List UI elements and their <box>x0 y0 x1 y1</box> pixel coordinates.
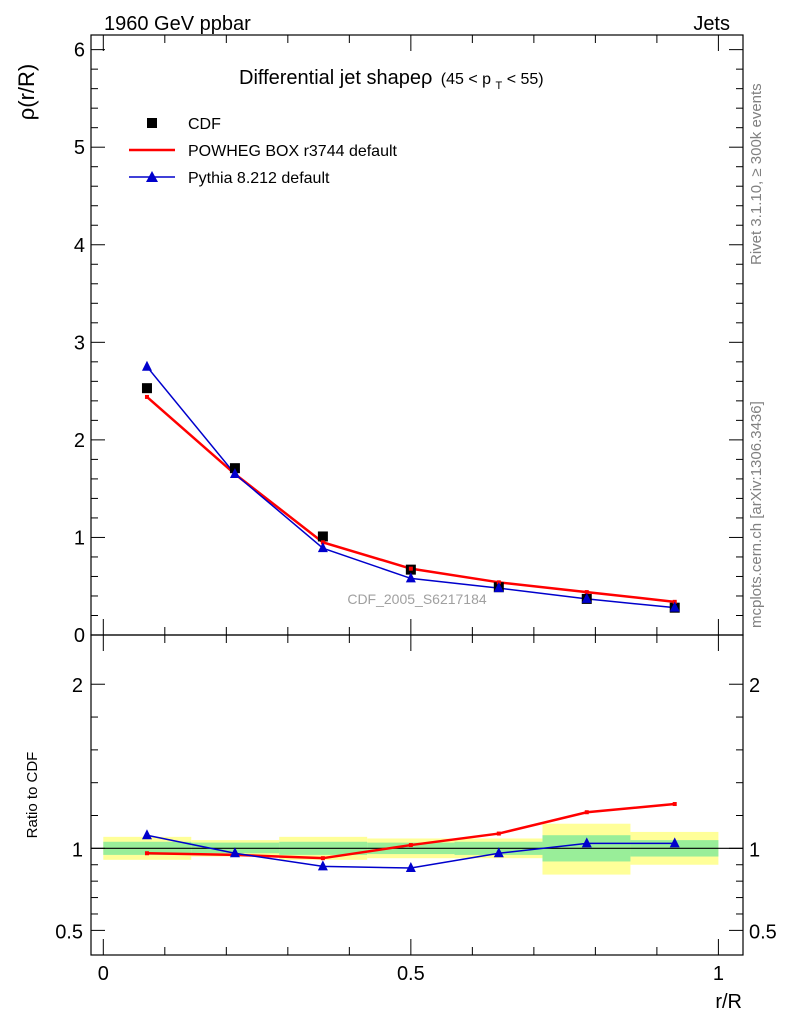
powheg-ratio-point <box>672 802 677 807</box>
main-ylabel: ρ(r/R) <box>14 64 39 121</box>
pythia-point <box>493 582 504 593</box>
main-ytick-label: 6 <box>74 40 85 62</box>
main-ytick-label: 5 <box>74 137 85 159</box>
ratio-ytick-label-right: 1 <box>749 839 760 861</box>
legend-cdf-label: CDF <box>188 116 221 133</box>
main-ytick-label: 3 <box>74 332 85 354</box>
pythia-ratio-point <box>141 829 152 840</box>
pythia-point <box>405 572 416 583</box>
pythia-ratio-point <box>581 837 592 848</box>
header-right: Jets <box>693 13 730 35</box>
pythia-ratio-point <box>493 847 504 858</box>
pythia-point <box>669 601 680 612</box>
pythia-ratio-point <box>405 862 416 873</box>
ratio-ytick-label-left: 2 <box>72 675 83 697</box>
main-ytick-label: 2 <box>74 430 85 452</box>
pythia-ratio-point <box>229 847 240 858</box>
ratio-xtick-label: 1 <box>713 963 724 985</box>
main-ytick-label: 4 <box>74 235 85 257</box>
pythia-point <box>317 542 328 553</box>
pythia-point <box>581 592 592 603</box>
ratio-ytick-label-right: 2 <box>749 675 760 697</box>
main-panel: 0 1 2 3 4 5 6 ρ(r/R) Differential jet shapeρ (… <box>14 34 744 647</box>
pythia-point <box>229 468 240 479</box>
main-title: Differential jet shapeρ (45 < p T < 55) <box>239 67 544 93</box>
legend-cdf-marker <box>147 118 157 128</box>
powheg-ratio-point <box>144 851 149 856</box>
main-ytick-label: 1 <box>74 527 85 549</box>
ratio-xtick-label: 0 <box>98 963 109 985</box>
cdf-point <box>141 383 152 394</box>
powheg-point <box>144 394 149 399</box>
pythia-point <box>141 360 152 371</box>
side-label-bottom: mcplots.cern.ch [arXiv:1306.3436] <box>748 401 765 628</box>
ratio-ylabel: Ratio to CDF <box>24 752 41 839</box>
cdf-point <box>317 531 328 542</box>
powheg-ratio-point <box>408 843 413 848</box>
side-label-top: Rivet 3.1.10, ≥ 300k events <box>748 83 765 265</box>
ratio-xlabel: r/R <box>715 991 742 1013</box>
ratio-xtick-label: 0.5 <box>397 963 425 985</box>
header-left: 1960 GeV ppbar <box>104 13 251 35</box>
powheg-ratio-point <box>320 856 325 861</box>
ratio-ytick-label-right: 0.5 <box>749 921 777 943</box>
main-ytick-label: 0 <box>74 625 85 647</box>
legend-pythia-marker <box>146 171 158 182</box>
powheg-point <box>584 590 589 595</box>
ratio-frame <box>90 634 744 956</box>
pythia-ratio-point <box>317 860 328 871</box>
powheg-ratio-point <box>496 831 501 836</box>
ratio-panel: 0.5 0.5 1 1 2 2 0 0.5 1 Ratio to CDF r/R <box>24 634 777 1013</box>
legend-powheg-label: POWHEG BOX r3744 default <box>188 143 398 160</box>
pythia-ratio-point <box>669 837 680 848</box>
legend-pythia-label: Pythia 8.212 default <box>188 170 330 187</box>
ratio-ytick-label-left: 0.5 <box>55 921 83 943</box>
powheg-point <box>408 566 413 571</box>
powheg-ratio-point <box>584 810 589 815</box>
analysis-label: CDF_2005_S6217184 <box>347 591 487 607</box>
ratio-ytick-label-left: 1 <box>72 839 83 861</box>
legend: CDF POWHEG BOX r3744 default Pythia 8.21… <box>129 116 398 187</box>
